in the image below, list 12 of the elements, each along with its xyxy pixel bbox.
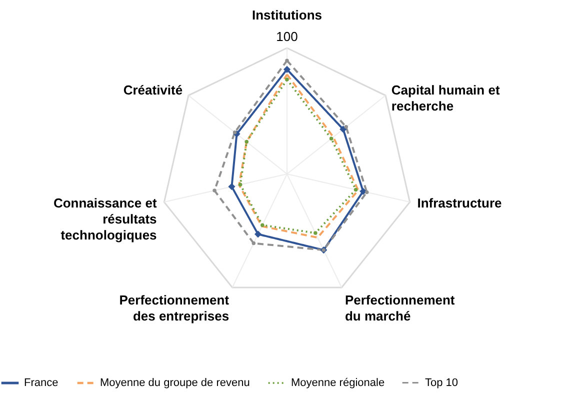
text: 100: [276, 29, 298, 44]
spoke-label: Créativité: [123, 82, 183, 98]
spoke-label: Connaissance et résultats technologiques: [53, 196, 158, 243]
legend-label: Top 10: [425, 376, 458, 389]
legend-label: Moyenne régionale: [291, 377, 385, 389]
spoke-label: Perfectionnement du marché: [344, 292, 456, 324]
spoke-label: Institutions: [252, 7, 322, 22]
spoke-label: Capital humain et recherche: [391, 82, 500, 114]
legend-label: France: [24, 377, 58, 389]
legend-label: Moyenne du groupe de revenu: [100, 377, 250, 389]
spoke-label: Infrastructure: [417, 196, 502, 211]
spoke-label: Perfectionnement des entreprises: [119, 292, 230, 324]
